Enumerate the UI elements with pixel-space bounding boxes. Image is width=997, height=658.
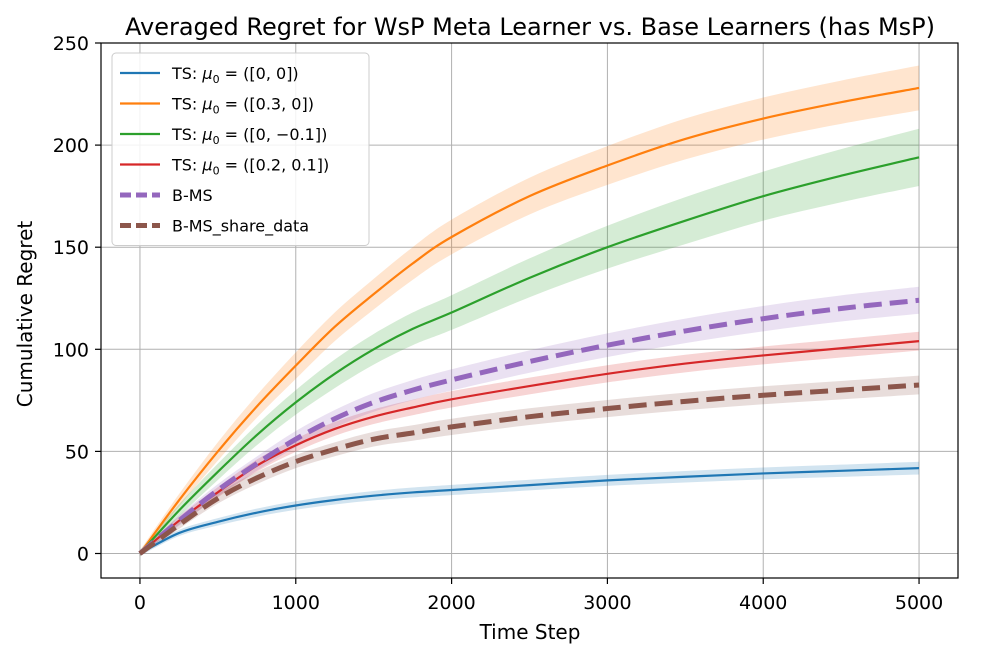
- x-axis-title: Time Step: [479, 620, 581, 644]
- legend-label-subscript: 0: [213, 73, 220, 86]
- legend-label-symbol: μ: [201, 95, 212, 114]
- legend-label-symbol: μ: [201, 125, 212, 144]
- x-tick-label: 2000: [427, 592, 475, 614]
- x-tick-label: 0: [134, 592, 146, 614]
- legend-label-subscript: 0: [213, 165, 220, 178]
- axis-ticks: 0 1000 2000 3000 4000 5000 0 50 100 150 200 250: [53, 33, 943, 614]
- legend-label-text: TS:: [171, 156, 202, 175]
- legend-label-2[interactable]: TS: μ0 = ([0, −0.1]): [171, 125, 327, 147]
- legend-label-formula: = ([0.3, 0]): [220, 95, 314, 114]
- legend-label-symbol: μ: [201, 64, 212, 83]
- series-line-5: [138, 382, 920, 556]
- legend-label-3[interactable]: TS: μ0 = ([0.2, 0.1]): [171, 156, 329, 178]
- legend-label-1[interactable]: TS: μ0 = ([0.3, 0]): [171, 95, 314, 117]
- plot-frame: [100, 42, 959, 579]
- legend-label-5[interactable]: B-MS_share_data: [172, 217, 309, 237]
- legend-label-4[interactable]: B-MS: [172, 186, 213, 205]
- legend-label-formula: = ([0.2, 0.1]): [220, 156, 330, 175]
- y-tick-label: 100: [53, 339, 89, 361]
- confidence-band-3: [139, 331, 920, 556]
- legend-label-text: TS:: [171, 95, 202, 114]
- legend-label-subscript: 0: [213, 134, 220, 147]
- x-tick-label: 1000: [272, 592, 320, 614]
- y-tick-label: 150: [53, 237, 89, 259]
- legend-label-text: TS:: [171, 125, 202, 144]
- y-tick-label: 50: [65, 441, 89, 463]
- series-lines: [138, 86, 920, 556]
- legend-label-text: B-MS: [172, 186, 213, 205]
- legend-label-symbol: μ: [201, 156, 212, 175]
- legend-box: [111, 52, 370, 246]
- legend-label-text: TS:: [171, 64, 202, 83]
- confidence-band-5: [139, 375, 920, 556]
- x-tick-label: 3000: [583, 592, 631, 614]
- series-line-1: [139, 86, 920, 555]
- x-tick-label: 5000: [895, 592, 943, 614]
- legend-label-text: B-MS_share_data: [172, 217, 309, 237]
- series-line-0: [139, 467, 920, 555]
- legend-label-subscript: 0: [213, 104, 220, 117]
- y-axis-title: Cumulative Regret: [13, 221, 37, 408]
- series-line-2: [139, 156, 920, 555]
- confidence-band-2: [139, 128, 920, 557]
- legend-label-0[interactable]: TS: μ0 = ([0, 0]): [171, 64, 299, 86]
- x-tick-label: 4000: [739, 592, 787, 614]
- chart-title: Averaged Regret for WsP Meta Learner vs.…: [125, 13, 935, 41]
- confidence-band-1: [139, 65, 920, 557]
- y-tick-label: 0: [77, 543, 89, 565]
- series-line-3: [139, 340, 920, 555]
- series-line-4: [138, 297, 920, 556]
- legend[interactable]: TS: μ0 = ([0, 0])TS: μ0 = ([0.3, 0])TS: …: [111, 52, 370, 246]
- y-tick-label: 200: [53, 135, 89, 157]
- legend-label-formula: = ([0, −0.1]): [220, 125, 328, 144]
- y-tick-label: 250: [53, 33, 89, 55]
- confidence-band-4: [139, 286, 920, 556]
- legend-label-formula: = ([0, 0]): [220, 64, 299, 83]
